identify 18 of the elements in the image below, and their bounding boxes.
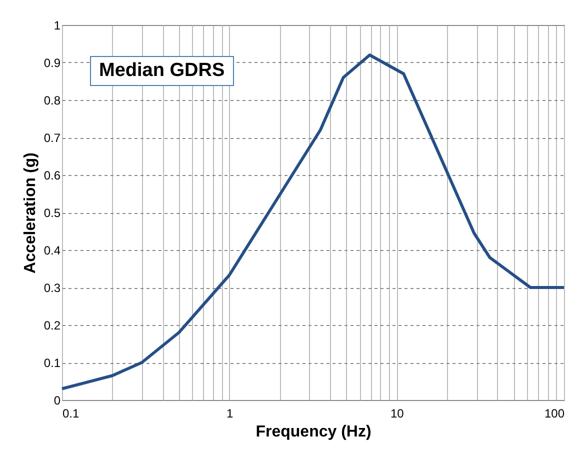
y-tick-label: 0.1 <box>44 356 61 370</box>
y-tick-label: 0.6 <box>44 168 61 182</box>
y-tick-label: 1 <box>54 18 61 32</box>
y-tick-label: 0.5 <box>44 206 61 220</box>
x-tick-label: 100 <box>544 406 565 420</box>
text: Median GDRS <box>90 56 234 86</box>
y-tick-label: 0.7 <box>44 131 61 145</box>
y-tick-label: 0 <box>54 394 61 408</box>
y-tick-label: 0.3 <box>44 281 61 295</box>
y-tick-label: 0.4 <box>44 244 61 258</box>
y-tick-label: 0.2 <box>44 318 61 332</box>
x-axis-title: Frequency (Hz) <box>256 424 372 440</box>
y-tick-label: 0.8 <box>44 94 61 108</box>
y-tick-label: 0.9 <box>44 56 61 70</box>
x-tick-label: 1 <box>226 406 234 420</box>
x-tick-label: 10 <box>390 406 404 420</box>
x-tick-label: 0.1 <box>62 406 80 420</box>
y-axis-title: Acceleration (g) <box>22 152 39 274</box>
